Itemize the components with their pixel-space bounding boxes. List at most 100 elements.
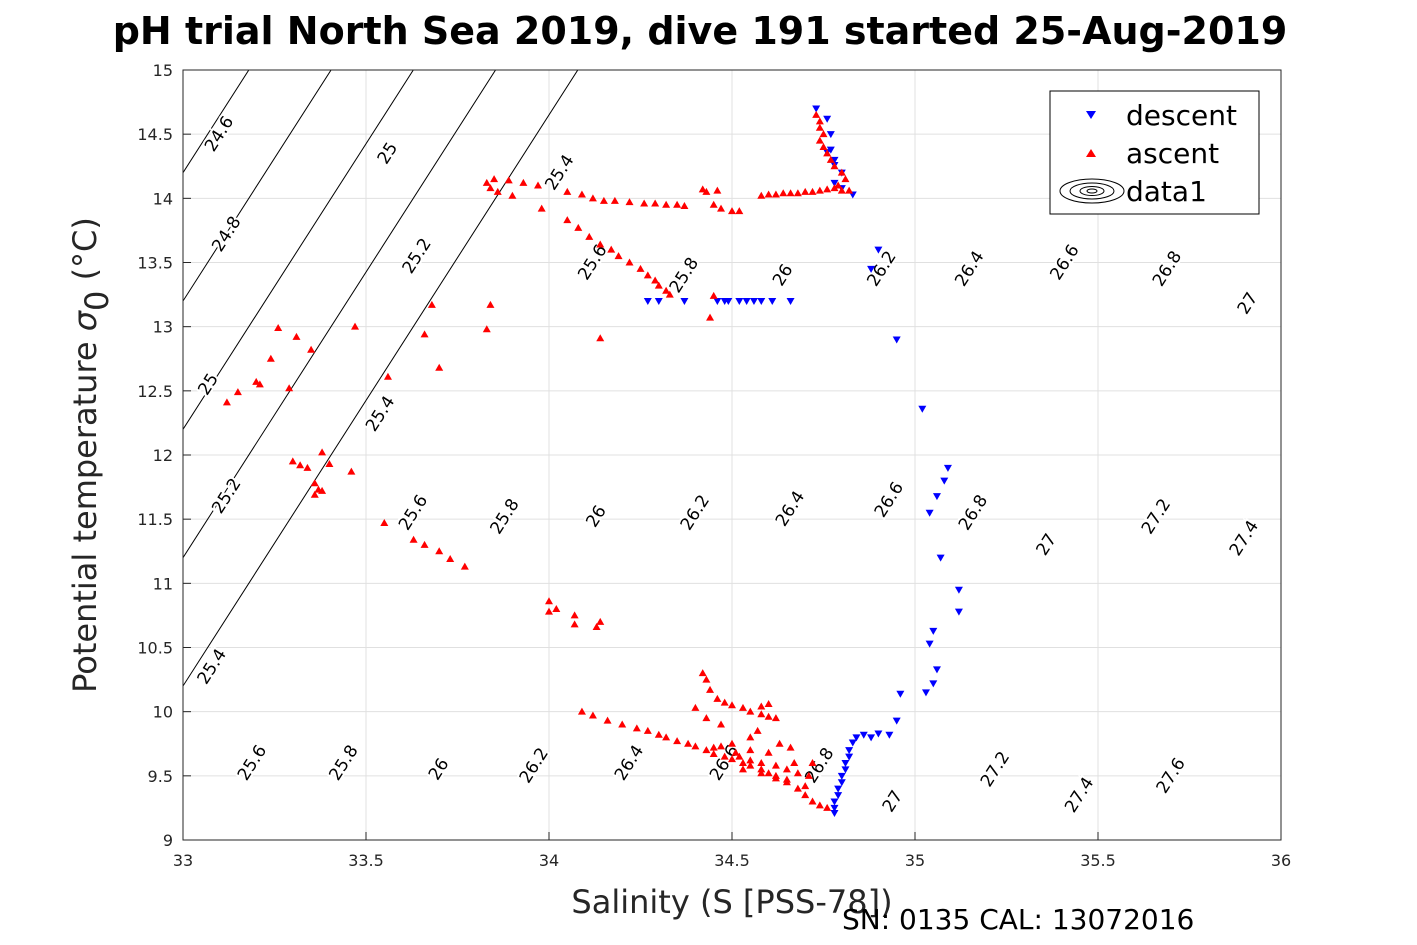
ascent-point: [252, 377, 261, 385]
ascent-point: [735, 207, 744, 215]
ascent-point: [775, 739, 784, 747]
ascent-point: [793, 769, 802, 777]
y-tick-label: 12.5: [137, 382, 173, 401]
x-tick-label: 34.5: [714, 851, 750, 870]
ascent-point: [493, 187, 502, 195]
descent-point: [830, 804, 839, 812]
descent-point: [885, 731, 894, 739]
ascent-point: [709, 291, 718, 299]
x-tick-label: 35: [905, 851, 925, 870]
ascent-point: [420, 330, 429, 338]
x-tick-label: 34: [539, 851, 559, 870]
ascent-point: [651, 276, 660, 284]
ascent-point: [702, 714, 711, 722]
ascent-point: [823, 149, 832, 157]
ascent-point: [709, 200, 718, 208]
ascent-point: [764, 748, 773, 756]
y-tick-label: 12: [153, 446, 173, 465]
ascent-point: [665, 290, 674, 298]
ascent-point: [717, 204, 726, 212]
ascent-point: [596, 240, 605, 248]
ascent-point: [482, 325, 491, 333]
y-axis-label-main: Potential temperature: [66, 331, 104, 693]
ascent-point: [662, 733, 671, 741]
legend-contour-icon: [1059, 178, 1125, 204]
ascent-point: [307, 345, 316, 353]
y-tick-label: 9: [163, 831, 173, 850]
ascent-point: [427, 300, 436, 308]
ascent-point: [735, 752, 744, 760]
y-tick-label: 11: [153, 574, 173, 593]
ascent-point: [673, 737, 682, 745]
ascent-point: [482, 178, 491, 186]
ascent-point: [446, 554, 455, 562]
ascent-point: [834, 181, 843, 189]
ascent-point: [808, 187, 817, 195]
ascent-point: [845, 186, 854, 194]
ascent-point: [614, 252, 623, 260]
x-tick-label: 36: [1271, 851, 1291, 870]
descent-point: [830, 156, 839, 164]
ascent-point: [545, 597, 553, 605]
ascent-point: [691, 703, 700, 711]
ascent-point: [830, 184, 839, 192]
ascent-point: [808, 759, 817, 766]
legend-box: [1049, 90, 1260, 215]
ascent-point: [764, 190, 773, 198]
ascent-point: [383, 372, 392, 380]
y-tick-label: 11.5: [137, 510, 173, 529]
ascent-point: [786, 743, 795, 751]
descent-point: [929, 627, 938, 635]
ascent-point: [753, 726, 762, 734]
y-tick-label: 14: [153, 189, 173, 208]
ascent-point: [534, 181, 543, 189]
y-axis-label: Potential temperature σ0 (°C): [66, 217, 116, 693]
descent-point: [643, 298, 652, 305]
ascent-point: [728, 701, 736, 709]
y-axis-label-sigma: σ: [66, 309, 104, 331]
ascent-point: [702, 187, 711, 195]
ascent-point: [552, 605, 561, 612]
descent-point: [757, 298, 766, 305]
ascent-point: [801, 782, 810, 790]
ascent-point: [812, 110, 821, 118]
ascent-point: [625, 198, 634, 206]
ascent-point: [728, 755, 736, 763]
descent-point: [954, 586, 963, 594]
ascent-point: [757, 191, 766, 199]
ascent-point: [764, 769, 773, 777]
ascent-point: [815, 186, 824, 194]
descent-point: [654, 298, 663, 305]
isopycnal-line: [183, 70, 332, 302]
isopycnal-line: [183, 70, 414, 431]
ascent-point: [610, 196, 619, 204]
descent-point: [830, 179, 839, 187]
y-tick-label: 13: [153, 318, 173, 337]
ascent-point: [841, 175, 850, 183]
ascent-point: [709, 743, 718, 751]
ascent-point: [380, 519, 389, 527]
ascent-point: [771, 190, 780, 198]
ascent-point: [782, 765, 791, 773]
ascent-point: [490, 175, 499, 183]
ascent-point: [691, 742, 700, 750]
ascent-point: [731, 748, 740, 756]
ascent-point: [504, 176, 513, 184]
ascent-point: [815, 136, 824, 144]
x-axis-label: Salinity (S [PSS-78]): [571, 883, 892, 921]
descent-point: [929, 680, 938, 688]
ascent-point: [570, 611, 579, 619]
descent-point: [826, 131, 835, 139]
ascent-point: [698, 669, 707, 677]
isopycnal-line: [183, 70, 250, 174]
descent-point: [925, 509, 934, 517]
ascent-point: [636, 264, 645, 272]
descent-point: [896, 690, 905, 698]
ascent-point: [673, 200, 682, 208]
descent-point: [837, 772, 846, 780]
ascent-point: [310, 479, 319, 487]
ascent-point: [746, 756, 755, 764]
ascent-point: [790, 759, 799, 766]
descent-point: [892, 717, 901, 725]
